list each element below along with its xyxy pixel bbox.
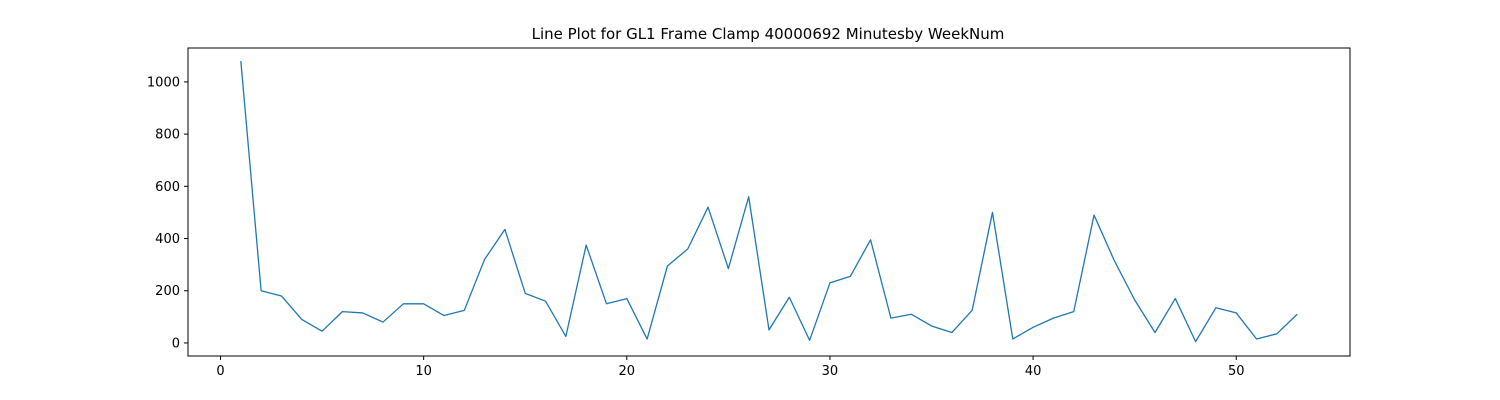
x-tick-label: 40 [1025,364,1042,379]
data-point [362,312,364,314]
data-point [1154,332,1156,334]
data-point [1174,298,1176,300]
data-point [545,300,547,302]
data-point [809,340,811,342]
data-point [667,265,669,267]
data-point [1053,317,1055,319]
data-point [565,336,567,338]
data-point [951,332,953,334]
data-point [768,329,770,331]
data-point [1012,338,1014,340]
data-point [321,330,323,332]
x-tick-label: 10 [415,364,432,379]
y-tick-label: 400 [155,232,180,247]
data-point [789,296,791,298]
data-point [849,276,851,278]
data-point [646,338,648,340]
data-point [1032,326,1034,328]
data-point [1235,312,1237,314]
data-point [423,303,425,305]
data-point [301,319,303,321]
data-point [281,295,283,297]
data-point [870,239,872,241]
data-point [1114,260,1116,262]
plot-area: 0 10 20 30 40 50 0 200 400 600 800 1000 [147,60,1298,379]
y-tick-label: 1000 [147,75,180,90]
data-point [1296,313,1298,315]
y-tick-label: 600 [155,180,180,195]
data-point [260,290,262,292]
data-point [606,303,608,305]
data-point [585,244,587,246]
data-point [1256,338,1258,340]
y-tick-label: 800 [155,128,180,143]
data-point [626,298,628,300]
plot-frame [187,47,1351,357]
data-point [1093,214,1095,216]
data-point [1134,299,1136,301]
x-tick-label: 20 [619,364,636,379]
data-point [707,206,709,208]
data-point [687,248,689,250]
data-point [342,311,344,313]
y-tick-label: 200 [155,284,180,299]
data-point [971,310,973,312]
x-tick-label: 0 [216,364,224,379]
data-point [1073,311,1075,313]
data-point [463,310,465,312]
data-point [1215,307,1217,309]
data-point [403,303,405,305]
data-point [443,315,445,317]
data-point [829,282,831,284]
data-point [910,313,912,315]
data-point [931,325,933,327]
data-point [890,317,892,319]
data-point [524,293,526,295]
data-point [1195,341,1197,343]
data-point [504,229,506,231]
data-point [992,212,994,214]
y-tick-label: 0 [172,336,180,351]
data-point [1276,333,1278,335]
chart-title: Line Plot for GL1 Frame Clamp 40000692 M… [532,25,1005,43]
data-point [382,321,384,323]
x-tick-label: 50 [1228,364,1245,379]
data-point [240,60,242,62]
data-point [728,268,730,270]
series-line [240,60,1298,343]
data-point [484,259,486,261]
x-tick-label: 30 [822,364,839,379]
data-point [748,196,750,198]
